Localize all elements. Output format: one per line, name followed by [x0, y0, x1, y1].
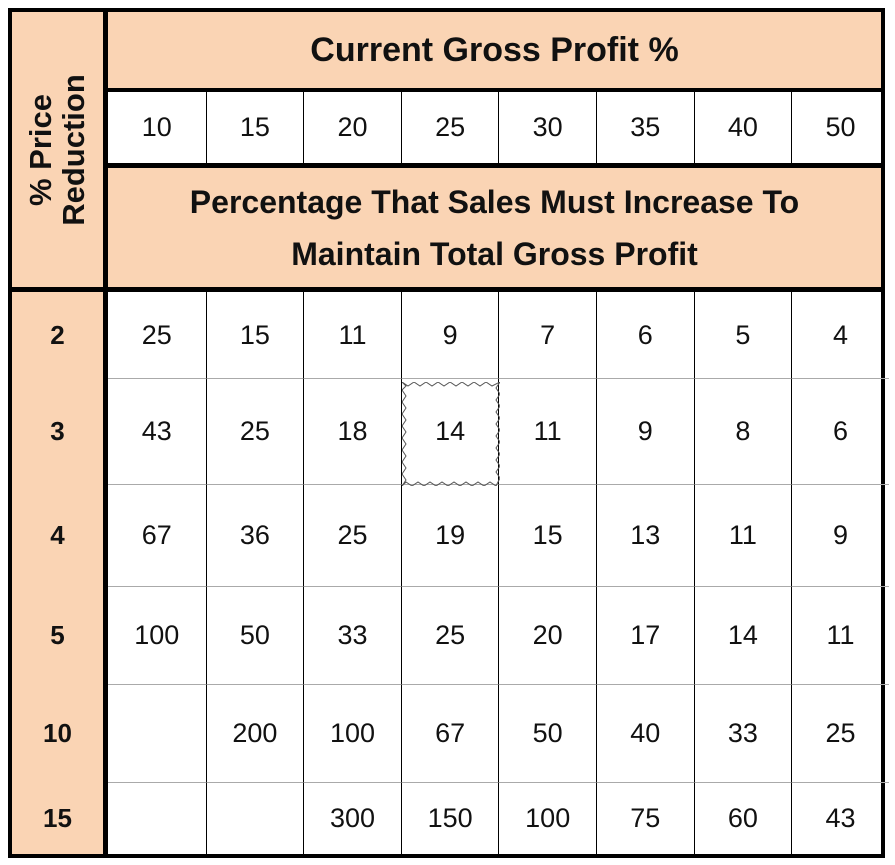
table-cell[interactable]: 11: [303, 292, 401, 378]
table-cell[interactable]: [108, 782, 206, 854]
table-cell[interactable]: 18: [303, 378, 401, 484]
table-cell[interactable]: 25: [400, 586, 499, 684]
side-header: % Price Reduction: [12, 12, 103, 287]
selection-marquee: [402, 382, 500, 486]
gross-profit-header-cell: 50: [791, 92, 889, 163]
gross-profit-divider: [108, 163, 881, 168]
table-cell[interactable]: [108, 684, 206, 782]
table-cell[interactable]: 50: [205, 586, 304, 684]
table-cell[interactable]: 11: [498, 378, 596, 484]
table-cell[interactable]: 17: [596, 586, 694, 684]
table-cell[interactable]: 150: [400, 782, 499, 854]
gross-profit-header-cell: 40: [693, 92, 792, 163]
table-cell[interactable]: 300: [303, 782, 401, 854]
top-title: Current Gross Profit %: [108, 12, 881, 88]
price-reduction-label: 5: [50, 619, 65, 650]
price-reduction-label: 15: [43, 802, 72, 833]
table-cell[interactable]: 25: [791, 684, 889, 782]
table-cell[interactable]: 100: [498, 782, 596, 854]
table-cell[interactable]: 50: [498, 684, 596, 782]
table-cell[interactable]: 25: [141, 319, 172, 350]
table-cell[interactable]: 6: [596, 292, 694, 378]
price-reduction-label: 2: [50, 319, 65, 350]
table-cell[interactable]: 9: [400, 292, 499, 378]
gross-profit-header-cell: 25: [400, 92, 499, 163]
price-reduction-label: 4: [50, 519, 65, 550]
table-cell[interactable]: 7: [498, 292, 596, 378]
table-cell[interactable]: 20: [498, 586, 596, 684]
table-cell[interactable]: 33: [693, 684, 792, 782]
header-bottom-divider: [12, 287, 881, 292]
table-cell[interactable]: 5: [693, 292, 792, 378]
price-reduction-label: 3: [50, 415, 65, 446]
table-cell[interactable]: 8: [693, 378, 792, 484]
table-cell[interactable]: 200: [205, 684, 304, 782]
table-cell[interactable]: 9: [791, 484, 889, 586]
table-cell[interactable]: [205, 782, 304, 854]
table-cell[interactable]: 67: [108, 484, 206, 586]
table-cell[interactable]: 25: [205, 378, 304, 484]
table-cell[interactable]: 75: [596, 782, 694, 854]
table-cell[interactable]: 43: [108, 378, 206, 484]
sub-title: Percentage That Sales Must Increase To M…: [108, 168, 881, 287]
side-title: % Price Reduction: [23, 74, 91, 226]
table-cell[interactable]: 36: [205, 484, 304, 586]
table-cell[interactable]: 43: [791, 782, 889, 854]
table-cell[interactable]: 100: [108, 586, 206, 684]
gross-profit-header-cell: 20: [303, 92, 401, 163]
gross-profit-header-cell: 30: [498, 92, 596, 163]
table-cell[interactable]: 11: [791, 586, 889, 684]
gross-profit-header-cell: 10: [141, 112, 172, 142]
table-cell[interactable]: 13: [596, 484, 694, 586]
gross-profit-header-cell: 15: [205, 92, 304, 163]
table-cell[interactable]: 60: [693, 782, 792, 854]
table-cell[interactable]: 14: [693, 586, 792, 684]
gross-profit-header-cell: 35: [596, 92, 694, 163]
table-cell[interactable]: 9: [596, 378, 694, 484]
table-cell[interactable]: 100: [303, 684, 401, 782]
table-cell[interactable]: 67: [400, 684, 499, 782]
table-cell[interactable]: 11: [693, 484, 792, 586]
table-cell[interactable]: 25: [303, 484, 401, 586]
title-divider: [108, 88, 881, 92]
table-cell[interactable]: 15: [498, 484, 596, 586]
table-cell[interactable]: 14: [400, 378, 499, 484]
table-cell[interactable]: 6: [791, 378, 889, 484]
table-cell[interactable]: 40: [596, 684, 694, 782]
profit-table: % Price Reduction 2 3 4 5 10 15 Current Gross…: [8, 8, 889, 858]
table-cell[interactable]: 15: [205, 292, 304, 378]
side-column: % Price Reduction 2 3 4 5 10 15: [12, 12, 108, 854]
price-reduction-label: 10: [43, 717, 72, 748]
table-cell[interactable]: 19: [400, 484, 499, 586]
table-cell[interactable]: 4: [791, 292, 889, 378]
table-cell[interactable]: 33: [303, 586, 401, 684]
